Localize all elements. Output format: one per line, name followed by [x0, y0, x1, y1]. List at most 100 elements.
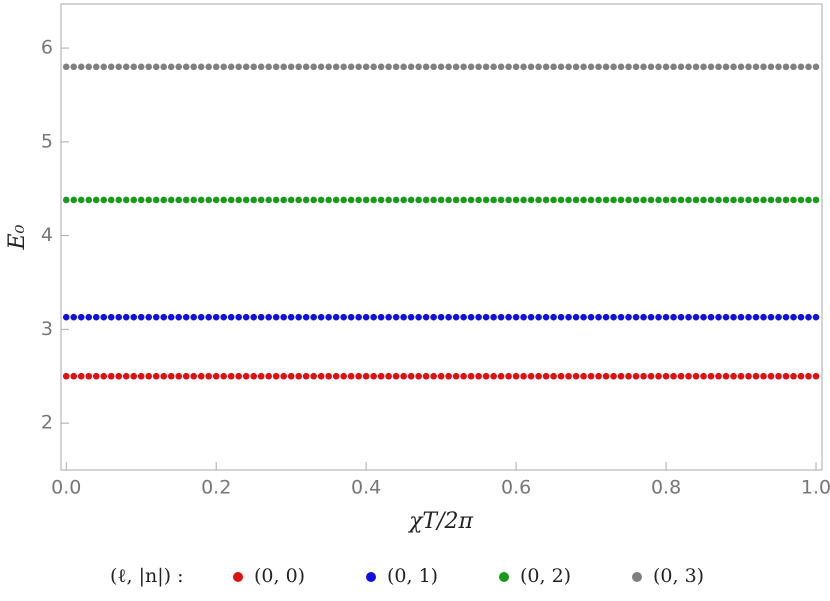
point — [700, 63, 707, 71]
point — [602, 313, 610, 321]
point — [647, 196, 655, 204]
point — [92, 63, 100, 71]
point — [670, 196, 677, 204]
point — [295, 372, 302, 380]
point — [527, 63, 535, 71]
point — [392, 196, 400, 204]
point — [332, 196, 340, 204]
point — [152, 196, 160, 204]
point — [572, 63, 580, 71]
point — [62, 313, 70, 321]
point — [782, 372, 790, 380]
point — [280, 372, 287, 380]
point — [557, 372, 565, 380]
point — [235, 372, 242, 380]
point — [730, 63, 737, 71]
point — [160, 372, 168, 380]
point — [175, 313, 183, 321]
point — [505, 372, 512, 380]
point — [475, 372, 482, 380]
point — [527, 313, 535, 321]
point — [437, 313, 445, 321]
point — [550, 372, 557, 380]
point — [625, 63, 632, 71]
point — [730, 372, 737, 380]
point — [272, 196, 280, 204]
point — [655, 63, 662, 71]
point — [527, 196, 535, 204]
point — [160, 196, 168, 204]
point — [392, 63, 400, 71]
point — [205, 63, 213, 71]
point — [520, 372, 527, 380]
point — [145, 196, 153, 204]
point — [460, 313, 467, 321]
point — [535, 196, 542, 204]
point — [62, 63, 70, 71]
point — [520, 63, 527, 71]
point — [700, 196, 707, 204]
point — [452, 63, 460, 71]
point — [782, 313, 790, 321]
point — [77, 196, 85, 204]
point — [692, 372, 700, 380]
point — [737, 63, 745, 71]
point — [722, 63, 730, 71]
y-tick-label: 5 — [41, 130, 53, 152]
point — [662, 372, 670, 380]
point — [70, 372, 78, 380]
point — [370, 63, 377, 71]
point — [167, 313, 175, 321]
point — [355, 63, 362, 71]
point — [355, 372, 362, 380]
x-axis-label: χT/2π — [407, 509, 473, 534]
point — [197, 63, 205, 71]
point — [632, 372, 640, 380]
point — [385, 63, 392, 71]
point — [745, 313, 752, 321]
point — [137, 63, 145, 71]
point — [722, 372, 730, 380]
point — [715, 196, 722, 204]
point — [137, 196, 145, 204]
point — [205, 196, 213, 204]
point — [385, 372, 392, 380]
legend-title: (ℓ, |n|) : — [110, 565, 184, 587]
point — [242, 196, 250, 204]
point — [272, 63, 280, 71]
point — [715, 63, 722, 71]
point — [797, 63, 805, 71]
point — [490, 196, 497, 204]
legend-label: (0, 1) — [387, 565, 438, 587]
point — [760, 372, 767, 380]
point — [175, 63, 183, 71]
point — [77, 372, 85, 380]
point — [610, 63, 617, 71]
point — [670, 63, 677, 71]
y-tick-label: 6 — [41, 37, 53, 59]
point — [220, 372, 227, 380]
point — [385, 196, 392, 204]
point — [752, 313, 760, 321]
point — [400, 63, 407, 71]
point — [415, 63, 422, 71]
point — [647, 63, 655, 71]
point — [535, 63, 542, 71]
point — [295, 196, 302, 204]
point — [602, 196, 610, 204]
point — [812, 313, 820, 321]
point — [617, 372, 625, 380]
point — [362, 372, 370, 380]
point — [430, 313, 437, 321]
point — [632, 313, 640, 321]
point — [625, 313, 632, 321]
point — [790, 372, 797, 380]
point — [107, 313, 115, 321]
point — [782, 63, 790, 71]
y-tick-label: 3 — [41, 318, 53, 340]
point — [167, 372, 175, 380]
point — [265, 313, 272, 321]
point — [550, 196, 557, 204]
point — [737, 372, 745, 380]
